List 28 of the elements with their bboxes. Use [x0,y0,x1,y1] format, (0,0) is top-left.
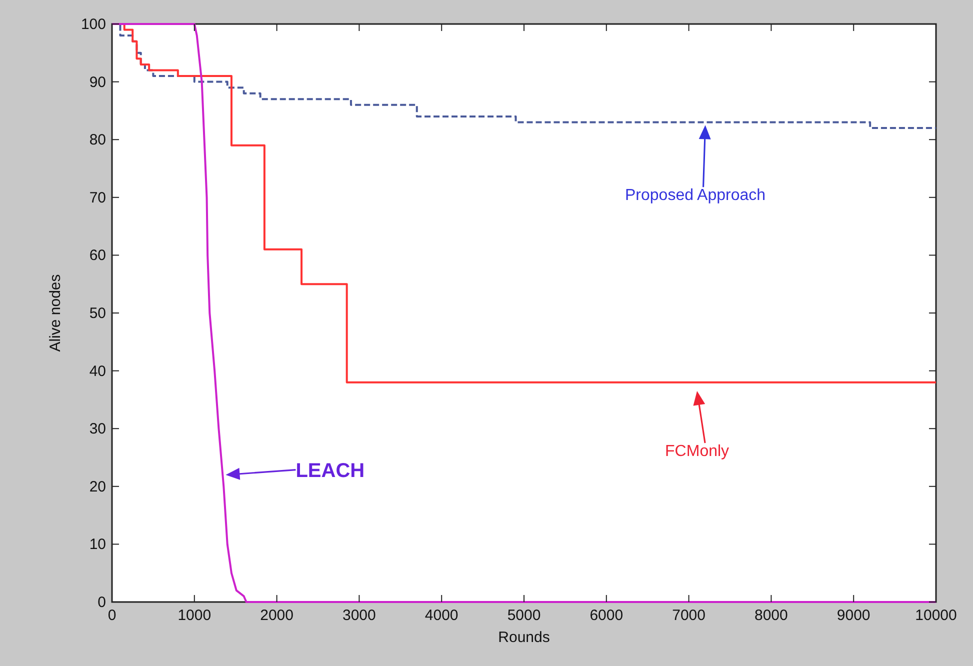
y-tick-label: 10 [89,536,106,554]
y-tick-label: 70 [89,189,106,206]
x-tick-label: 9000 [836,607,870,624]
annotation: Proposed Approach [625,187,766,204]
y-tick-label: 0 [98,594,106,611]
y-tick-label: 60 [89,247,106,264]
x-axis-title: Rounds [498,629,550,646]
y-tick-label: 30 [89,420,106,438]
x-tick-label: 2000 [260,607,294,624]
y-tick-label: 40 [89,362,106,380]
annotation: LEACH [296,460,365,482]
x-tick-label: 6000 [590,607,624,624]
line-series [111,23,937,603]
y-axis-title: Alive nodes [47,274,64,352]
x-tick-label: 4000 [424,607,458,624]
y-tick-label: 80 [89,132,106,149]
y-tick-label: 50 [89,305,106,322]
x-tick-label: 3000 [342,607,376,624]
annotation: FCMonly [665,443,730,460]
x-tick-label: 10000 [915,607,957,624]
y-tick-label: 20 [89,478,106,496]
x-tick-label: 7000 [672,607,706,624]
x-tick-label: 0 [108,607,116,624]
x-tick-label: 5000 [507,607,541,624]
x-tick-label: 8000 [754,607,788,624]
y-tick-label: 90 [89,74,106,91]
y-tick-label: 100 [80,16,106,33]
x-tick-label: 1000 [178,607,212,624]
